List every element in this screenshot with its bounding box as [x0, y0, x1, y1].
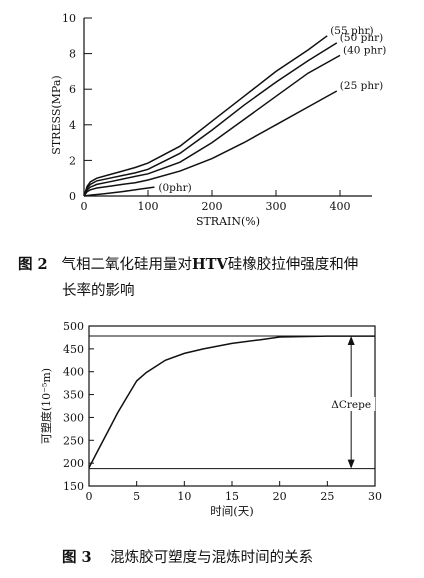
y-tick-label: 450: [63, 343, 84, 356]
delta-annotation: ΔCrepe: [331, 399, 371, 411]
x-tick-label: 30: [368, 490, 382, 503]
x-tick-label: 100: [138, 200, 159, 213]
series-line: [83, 54, 341, 197]
x-tick-label: 200: [202, 200, 223, 213]
x-axis-label: STRAIN(%): [196, 215, 260, 228]
y-tick-label: 500: [63, 320, 84, 333]
series-line: [83, 186, 155, 197]
y-tick-label: 200: [63, 457, 84, 470]
y-tick-label: 350: [63, 389, 84, 402]
series-label: (0phr): [158, 182, 191, 194]
caption-strong: HTV: [191, 256, 228, 273]
y-axis-label: STRESS(MPa): [50, 75, 63, 154]
caption-number: 图 2: [18, 256, 48, 273]
y-tick-label: 250: [63, 434, 84, 447]
series-label: (55 phr): [330, 25, 373, 37]
x-tick-label: 400: [330, 200, 351, 213]
caption-text: 混炼胶可塑度与混炼时间的关系: [110, 550, 314, 566]
series-line: [83, 42, 338, 197]
series-line: [88, 335, 375, 469]
series-line: [83, 35, 328, 197]
y-tick-label: 10: [62, 12, 76, 25]
y-tick-label: 8: [69, 48, 76, 61]
annotation-bg: [327, 397, 376, 411]
caption-text-a: 气相二氧化硅用量对: [61, 257, 192, 273]
x-tick-label: 300: [266, 200, 287, 213]
delta-arrow-head-top: [347, 336, 355, 346]
figure3-caption: 图 3 混炼胶可塑度与混炼时间的关系: [62, 547, 313, 569]
x-tick-label: 0: [81, 200, 88, 213]
caption-number: 图 3: [62, 549, 92, 566]
y-axis-label: 可塑度(10⁻⁵m): [39, 368, 53, 444]
series-label: (50 phr): [340, 32, 383, 44]
x-tick-label: 0: [86, 490, 93, 503]
x-tick-label: 15: [225, 490, 239, 503]
x-tick-label: 10: [177, 490, 191, 503]
y-tick-label: 400: [63, 366, 84, 379]
series-label: (25 phr): [340, 80, 383, 92]
y-tick-label: 300: [63, 411, 84, 424]
x-axis-label: 时间(天): [210, 504, 253, 518]
figure2-caption: 图 2 气相二氧化硅用量对HTV硅橡胶拉伸强度和伸: [18, 254, 358, 276]
figure2-caption-line2: 长率的影响: [62, 283, 135, 299]
delta-arrow-head-bottom: [347, 459, 355, 469]
plasticity-time-chart: 150 200 250 300 350 400 450 500 0 5 10 15 20 25 30 时间(天…: [39, 320, 382, 518]
y-tick-label: 6: [69, 83, 76, 96]
y-tick-label: 4: [69, 119, 76, 132]
y-tick-label: 0: [69, 190, 76, 203]
caption-text-b: 硅橡胶拉伸强度和伸: [227, 257, 359, 273]
x-tick-label: 25: [320, 490, 334, 503]
y-tick-label: 150: [63, 480, 84, 493]
y-tick-label: 2: [69, 154, 76, 167]
series-line: [83, 90, 338, 197]
series-label: (40 phr): [343, 44, 386, 56]
x-tick-label: 5: [133, 490, 140, 503]
x-tick-label: 20: [273, 490, 287, 503]
